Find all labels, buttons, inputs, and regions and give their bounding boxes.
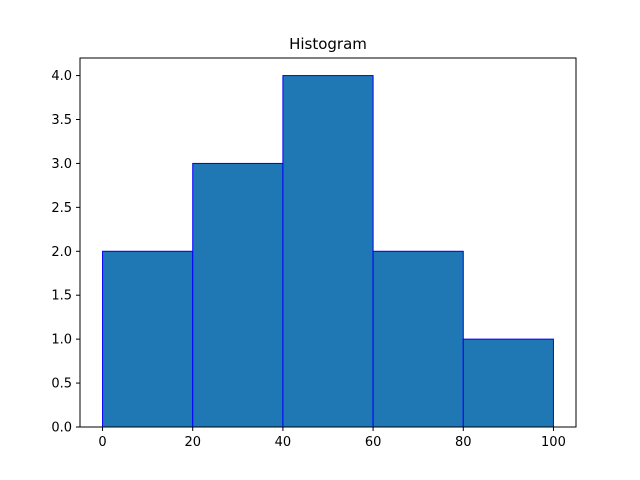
histogram-bar-0 — [102, 250, 194, 428]
x-tick-label-1: 20 — [184, 435, 201, 450]
x-tick-label-3: 60 — [365, 435, 382, 450]
chart-title: Histogram — [289, 35, 367, 53]
histogram-bar-2 — [282, 75, 374, 428]
y-tick-label-4: 2.0 — [51, 245, 72, 260]
y-tick-label-7: 3.5 — [51, 113, 72, 128]
y-tick-label-3: 1.5 — [51, 289, 72, 304]
y-tick-label-0: 0.0 — [51, 421, 72, 436]
x-tick-label-5: 100 — [541, 435, 566, 450]
histogram-bar-1 — [192, 162, 284, 428]
axes-layer: 0 20 40 60 80 100 0.0 0.5 1.0 1.5 2.0 2.5 3.0 3.5 4.0 — [51, 57, 577, 450]
y-tick-label-8: 4.0 — [51, 69, 72, 84]
y-tick-label-5: 2.5 — [51, 201, 72, 216]
histogram-bar-4 — [462, 338, 554, 428]
x-tick-label-0: 0 — [98, 435, 106, 450]
x-tick-label-4: 80 — [455, 435, 472, 450]
histogram-bar-3 — [372, 250, 464, 428]
x-tick-label-2: 40 — [275, 435, 292, 450]
plot-frame — [79, 57, 577, 428]
y-tick-label-1: 0.5 — [51, 377, 72, 392]
y-tick-label-2: 1.0 — [51, 333, 72, 348]
y-tick-label-6: 3.0 — [51, 157, 72, 172]
bars-layer — [102, 75, 554, 428]
